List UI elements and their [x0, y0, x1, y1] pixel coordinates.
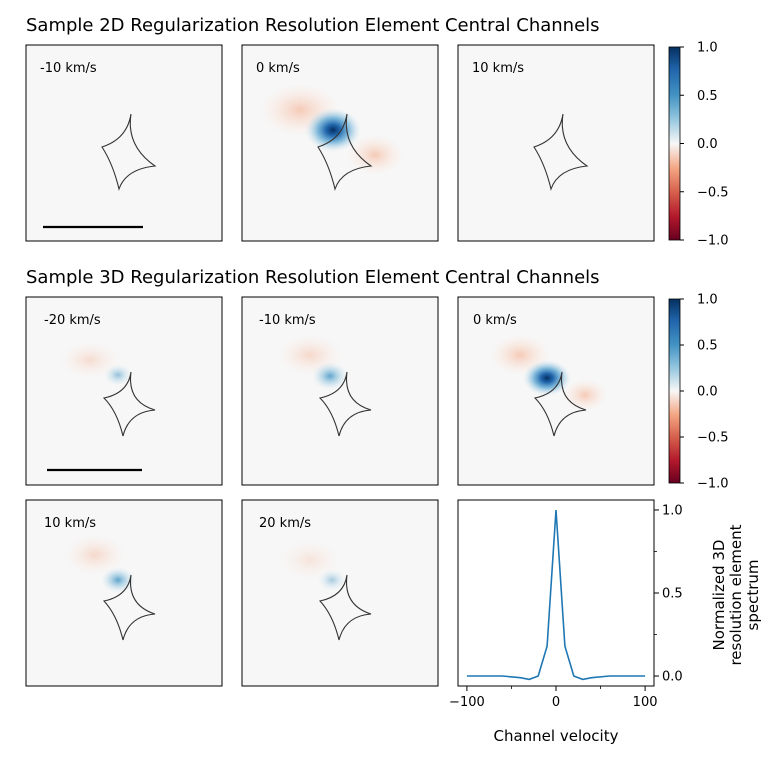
colorbar-tick-label: 0.5: [697, 89, 718, 104]
panel-label: 0 km/s: [473, 313, 517, 328]
caustic-curve: [101, 113, 157, 191]
caustic-curve: [533, 371, 587, 437]
residual-halo: [563, 379, 607, 411]
panel-label: 20 km/s: [259, 516, 311, 531]
caustic-curve: [317, 113, 373, 191]
panel-label: 10 km/s: [472, 61, 524, 76]
panel-label: -20 km/s: [44, 313, 101, 328]
panel-label: 10 km/s: [44, 516, 96, 531]
colorbar-tick-label: −1.0: [697, 477, 729, 492]
colorbar-tick-label: 1.0: [697, 41, 718, 56]
y-axis-label-line: spectrum: [744, 560, 762, 631]
colorbar-2d: 1.0 0.5 0.0 −0.5 −1.0: [668, 41, 729, 249]
caustic-curve: [318, 574, 372, 641]
y-axis-label-line: Normalized 3D: [710, 540, 728, 651]
colorbar-tick-label: −0.5: [697, 185, 729, 200]
caustic-curve: [318, 371, 372, 437]
y-tick-label: 1.0: [662, 503, 683, 518]
y-axis-label-text: Normalized 3Dresolution elementspectrum: [710, 524, 762, 665]
colorbar-tick-label: 1.0: [697, 293, 718, 308]
x-tick-label: 100: [633, 695, 658, 710]
resolution-blob: [523, 360, 571, 396]
x-tick-label: −100: [449, 695, 485, 710]
y-axis-label-line: resolution element: [727, 524, 745, 665]
series-line-spectrum: [466, 509, 646, 681]
panel-2d-plus10: 10 km/s: [457, 44, 655, 242]
residual-halo: [347, 135, 403, 175]
panel-3d-minus10: -10 km/s: [241, 296, 439, 486]
panel-label: -10 km/s: [40, 61, 97, 76]
residual-halo: [65, 535, 125, 575]
residual-halo: [60, 342, 120, 378]
y-tick-label: 0.0: [662, 670, 683, 685]
panel-3d-plus20: 20 km/s: [241, 499, 439, 687]
caustic-curve: [102, 371, 156, 437]
resolution-blob: [305, 108, 361, 152]
residual-halo: [280, 540, 340, 580]
caustic-curve: [102, 574, 156, 641]
panel-label: 0 km/s: [256, 61, 300, 76]
y-tick-label: 0.5: [662, 587, 683, 602]
panel-2d-0: 0 km/s: [241, 44, 439, 242]
resolution-blob: [312, 362, 348, 390]
colorbar-tick-label: 0.0: [697, 137, 718, 152]
spectrum-chart: −100 0 100 0.0 0.5 1.0 Channel velocity Norma…: [449, 499, 762, 745]
colorbar-3d: 1.0 0.5 0.0 −0.5 −1.0: [668, 293, 729, 492]
panel-3d-plus10: 10 km/s: [25, 499, 223, 687]
panel-3d-0: 0 km/s: [457, 296, 655, 486]
x-tick-label: 0: [552, 695, 560, 710]
panel-label: -10 km/s: [259, 313, 316, 328]
colorbar-tick-label: 0.5: [697, 339, 718, 354]
y-axis-label: Normalized 3Dresolution elementspectrum: [710, 524, 762, 665]
x-axis-label: Channel velocity: [494, 727, 619, 745]
resolution-blob: [104, 364, 132, 386]
colorbar-tick-label: 0.0: [697, 385, 718, 400]
resolution-blob: [318, 569, 346, 591]
panel-3d-minus20: -20 km/s: [25, 296, 223, 486]
colorbar-tick-label: −0.5: [697, 431, 729, 446]
section-title-3d: Sample 3D Regularization Resolution Elem…: [26, 267, 600, 288]
colorbar-tick-label: −1.0: [697, 234, 729, 249]
panel-2d-minus10: -10 km/s: [25, 44, 223, 242]
caustic-curve: [533, 113, 589, 191]
section-title-2d: Sample 2D Regularization Resolution Elem…: [26, 15, 600, 36]
